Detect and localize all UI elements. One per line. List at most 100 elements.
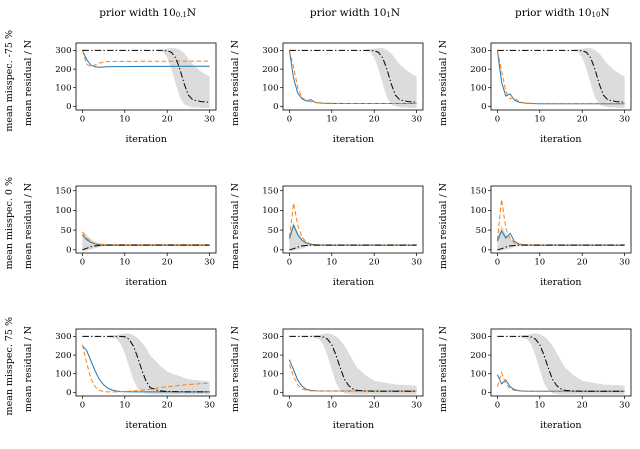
svg-text:300: 300 bbox=[55, 332, 71, 342]
svg-text:100: 100 bbox=[263, 206, 279, 216]
svg-text:0: 0 bbox=[481, 246, 486, 256]
column-title-exponent: 0.1 bbox=[175, 11, 187, 19]
svg-text:30: 30 bbox=[619, 401, 630, 411]
x-axis-label: iteration bbox=[540, 420, 582, 431]
svg-text:10: 10 bbox=[327, 258, 338, 268]
svg-text:50: 50 bbox=[61, 226, 72, 236]
svg-text:0: 0 bbox=[495, 115, 500, 125]
svg-text:20: 20 bbox=[369, 258, 380, 268]
svg-text:20: 20 bbox=[577, 258, 588, 268]
column-title-text: prior width 10 bbox=[99, 7, 176, 19]
plot-canvas-r2c2: 0 10 20 30 0 50 100 150 bbox=[263, 185, 424, 268]
svg-text:30: 30 bbox=[412, 258, 423, 268]
svg-text:10: 10 bbox=[327, 115, 338, 125]
svg-text:150: 150 bbox=[263, 187, 279, 197]
svg-text:300: 300 bbox=[55, 46, 71, 56]
column-title-exponent: 10 bbox=[591, 11, 601, 19]
y-axis-label: mean residual / N bbox=[437, 182, 449, 269]
x-axis-label: iteration bbox=[332, 277, 375, 288]
subplot-r1c3: mean residual / N 0 10 20 30 0 100 200 300 iter… bbox=[433, 20, 640, 163]
grid-corner bbox=[0, 0, 18, 20]
y-axis-label: mean residual / N bbox=[230, 325, 242, 412]
y-axis-label: mean residual / N bbox=[23, 39, 35, 126]
svg-text:200: 200 bbox=[263, 351, 279, 361]
svg-text:30: 30 bbox=[204, 258, 215, 268]
svg-text:0: 0 bbox=[80, 115, 85, 125]
svg-text:50: 50 bbox=[268, 226, 279, 236]
svg-text:300: 300 bbox=[470, 46, 486, 56]
x-axis-label: iteration bbox=[125, 420, 167, 431]
row-label-3: mean misspec. 75 % bbox=[3, 317, 15, 416]
svg-text:20: 20 bbox=[162, 401, 173, 411]
svg-text:20: 20 bbox=[369, 401, 380, 411]
column-title-unit: N bbox=[186, 7, 197, 19]
svg-text:0: 0 bbox=[481, 102, 486, 112]
y-axis-label: mean residual / N bbox=[437, 39, 449, 126]
y-axis-label: mean residual / N bbox=[230, 39, 242, 126]
subplot-r3c3: mean residual / N 0 10 20 30 0 100 200 300 iter… bbox=[433, 306, 640, 449]
x-axis-label: iteration bbox=[540, 134, 582, 145]
column-title-text: prior width 10 bbox=[309, 7, 387, 19]
column-title-3: prior width 10 10 N bbox=[459, 0, 640, 20]
svg-text:30: 30 bbox=[204, 401, 215, 411]
svg-text:10: 10 bbox=[534, 115, 545, 125]
svg-text:20: 20 bbox=[577, 401, 588, 411]
svg-text:100: 100 bbox=[55, 206, 71, 216]
subplot-r3c1: mean residual / N 0 10 20 30 0 100 200 300 iter… bbox=[18, 306, 225, 449]
svg-text:200: 200 bbox=[55, 351, 71, 361]
svg-text:20: 20 bbox=[162, 115, 173, 125]
svg-text:100: 100 bbox=[470, 84, 486, 94]
svg-text:150: 150 bbox=[55, 187, 71, 197]
svg-text:30: 30 bbox=[619, 115, 630, 125]
column-title-unit: N bbox=[390, 7, 401, 19]
svg-text:0: 0 bbox=[80, 258, 85, 268]
svg-text:0: 0 bbox=[495, 401, 500, 411]
y-axis-label: mean residual / N bbox=[230, 182, 242, 269]
column-title-exponent: 1 bbox=[386, 11, 391, 19]
svg-text:30: 30 bbox=[619, 258, 630, 268]
y-axis-label: mean residual / N bbox=[23, 182, 35, 269]
svg-text:0: 0 bbox=[274, 388, 279, 398]
row-label-cell-2: mean misspec. 0 % bbox=[0, 163, 18, 306]
subplot-r2c1: mean residual / N 0 10 20 30 0 50 100 150 itera… bbox=[18, 163, 225, 306]
svg-text:100: 100 bbox=[55, 370, 71, 380]
svg-text:0: 0 bbox=[495, 258, 500, 268]
svg-text:0: 0 bbox=[66, 388, 71, 398]
column-title-unit: N bbox=[600, 7, 610, 19]
svg-text:20: 20 bbox=[369, 115, 380, 125]
svg-text:10: 10 bbox=[120, 115, 131, 125]
svg-text:300: 300 bbox=[263, 46, 279, 56]
svg-text:0: 0 bbox=[287, 115, 292, 125]
svg-text:100: 100 bbox=[263, 84, 279, 94]
x-axis-label: iteration bbox=[125, 134, 167, 145]
svg-text:0: 0 bbox=[274, 246, 279, 256]
subplot-r2c2: mean residual / N 0 10 20 30 0 50 100 150 itera… bbox=[225, 163, 432, 306]
svg-text:30: 30 bbox=[412, 115, 423, 125]
svg-text:150: 150 bbox=[470, 187, 486, 197]
row-label-cell-3: mean misspec. 75 % bbox=[0, 306, 18, 449]
subplot-r1c1: mean residual / N 0 10 20 30 0 100 200 300 iter… bbox=[18, 20, 225, 163]
svg-text:0: 0 bbox=[66, 246, 71, 256]
y-axis-label: mean residual / N bbox=[437, 325, 449, 412]
subplot-r3c2: mean residual / N 0 10 20 30 0 100 200 300 iter… bbox=[225, 306, 432, 449]
plot-canvas-r2c3: 0 10 20 30 0 50 100 150 bbox=[470, 185, 632, 268]
svg-text:30: 30 bbox=[204, 115, 215, 125]
svg-text:20: 20 bbox=[162, 258, 173, 268]
svg-text:20: 20 bbox=[577, 115, 588, 125]
svg-text:0: 0 bbox=[274, 102, 279, 112]
svg-text:100: 100 bbox=[470, 370, 486, 380]
column-title-1: prior width 10 0.1 N bbox=[44, 0, 251, 20]
svg-text:0: 0 bbox=[481, 388, 486, 398]
svg-text:50: 50 bbox=[475, 226, 486, 236]
svg-text:300: 300 bbox=[470, 332, 486, 342]
svg-text:0: 0 bbox=[66, 102, 71, 112]
plot-canvas-r2c1: 0 10 20 30 0 50 100 150 bbox=[55, 185, 217, 268]
svg-text:10: 10 bbox=[120, 401, 131, 411]
x-axis-label: iteration bbox=[332, 134, 375, 145]
column-title-text: prior width 10 bbox=[515, 7, 592, 19]
row-label-cell-1: mean misspec. -75 % bbox=[0, 20, 18, 163]
